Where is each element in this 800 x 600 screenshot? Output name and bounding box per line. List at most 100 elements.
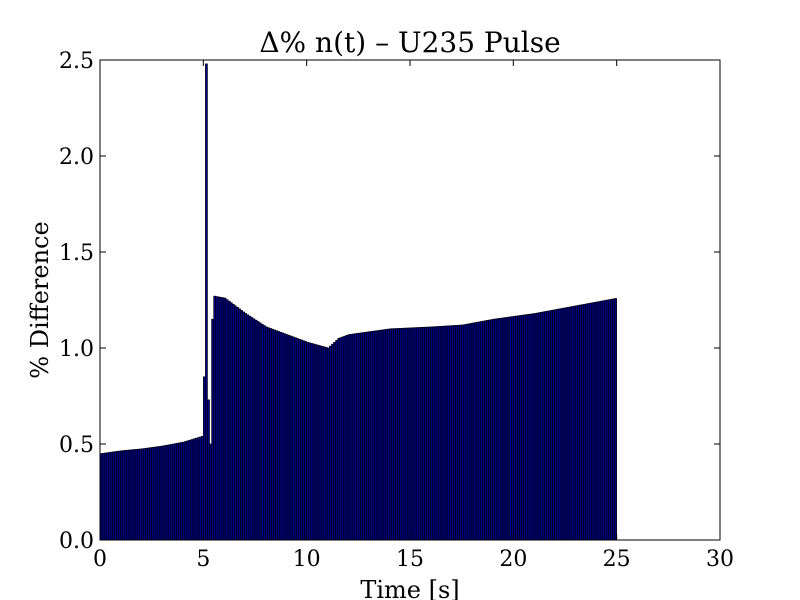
bar	[355, 333, 359, 541]
bar	[475, 321, 479, 541]
bar	[579, 304, 582, 541]
bar	[589, 302, 593, 541]
bar	[126, 449, 130, 541]
bar	[343, 335, 347, 541]
bar	[287, 335, 291, 541]
x-tick-label: 15	[396, 547, 424, 572]
bar	[296, 338, 299, 541]
bar	[248, 315, 252, 541]
bar	[194, 437, 198, 541]
bar	[283, 333, 287, 541]
chart-title: Δ% n(t) – U235 Pulse	[259, 26, 560, 59]
bar	[118, 450, 121, 541]
bar	[163, 445, 167, 541]
bar	[238, 308, 241, 541]
bar	[203, 376, 206, 541]
bar	[504, 317, 508, 541]
y-tick-label: 1.5	[59, 241, 94, 266]
bar	[188, 439, 192, 541]
bar	[603, 300, 607, 541]
y-axis-label: % Difference	[26, 221, 54, 378]
bar	[300, 339, 303, 541]
bar	[349, 333, 353, 541]
bar	[428, 326, 431, 541]
bar	[151, 447, 155, 541]
bar	[279, 331, 283, 541]
bar	[331, 343, 334, 541]
bar	[231, 303, 235, 541]
bar	[525, 314, 529, 541]
bar	[533, 313, 537, 541]
bar	[517, 315, 520, 541]
bar	[262, 325, 266, 541]
bar	[422, 326, 425, 541]
bar	[345, 335, 349, 541]
bar	[155, 446, 159, 541]
x-tick-label: 30	[706, 547, 734, 572]
bar	[229, 302, 233, 541]
bar	[484, 320, 487, 541]
bar	[403, 327, 407, 541]
bar	[324, 347, 328, 541]
bar	[593, 301, 597, 541]
bar	[153, 446, 157, 541]
bar	[260, 323, 264, 541]
bar	[182, 441, 186, 541]
bar	[409, 327, 413, 541]
bar	[417, 327, 421, 541]
bar	[242, 311, 245, 541]
bar	[138, 448, 142, 541]
bar	[267, 327, 270, 541]
bar	[339, 337, 343, 541]
bar	[378, 329, 382, 541]
bar	[552, 309, 555, 541]
bar	[436, 326, 440, 541]
bar	[494, 318, 498, 541]
bar	[566, 306, 570, 541]
bar	[531, 313, 535, 541]
x-axis-label: Time [s]	[360, 576, 459, 600]
bar	[105, 452, 109, 541]
bar	[293, 337, 297, 541]
bar	[347, 334, 351, 541]
bar	[277, 331, 281, 541]
bar	[560, 308, 564, 541]
bar	[184, 441, 188, 541]
bar	[107, 452, 111, 541]
bar	[372, 330, 376, 541]
bar	[442, 325, 446, 541]
bar	[246, 314, 250, 541]
bar	[606, 299, 609, 541]
bar	[577, 305, 580, 541]
bar	[316, 344, 320, 541]
bar	[366, 331, 369, 541]
bar	[273, 329, 276, 541]
bar	[306, 341, 310, 541]
bar	[120, 450, 124, 541]
bar	[333, 341, 336, 541]
bar	[110, 451, 113, 541]
bar	[254, 319, 258, 541]
bar	[186, 440, 190, 541]
bar	[205, 63, 208, 541]
bar	[281, 332, 285, 541]
bar	[393, 328, 396, 541]
bar	[539, 311, 543, 541]
bar	[240, 310, 243, 541]
bar	[564, 307, 568, 541]
bar	[465, 323, 469, 541]
bar	[473, 322, 477, 541]
bar	[391, 328, 394, 541]
bar	[161, 445, 165, 541]
bar	[550, 310, 553, 541]
bar	[289, 335, 293, 541]
bar	[167, 444, 171, 541]
bar	[145, 447, 148, 541]
bar	[401, 327, 405, 541]
bar	[221, 297, 225, 541]
bar	[482, 320, 485, 541]
bar	[234, 305, 237, 541]
x-tick-label: 5	[196, 547, 210, 572]
bar	[572, 305, 576, 541]
